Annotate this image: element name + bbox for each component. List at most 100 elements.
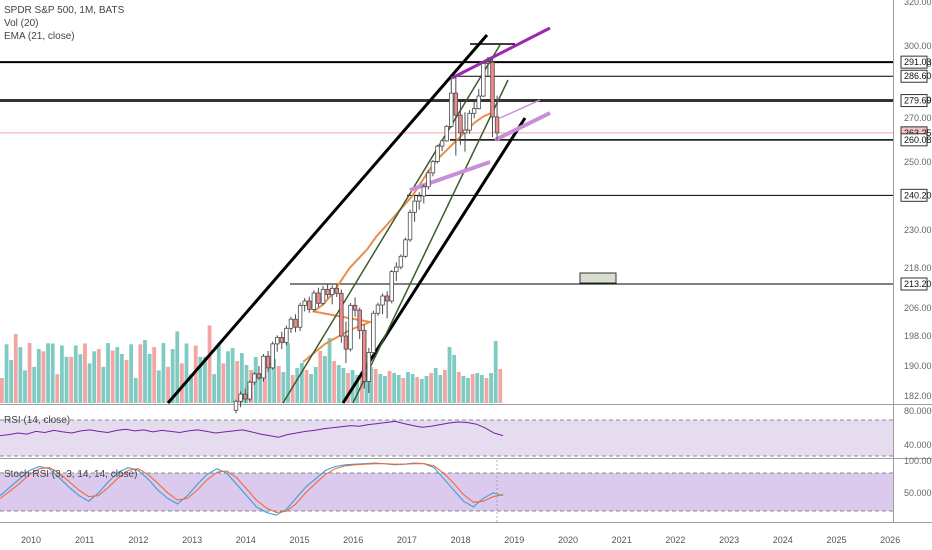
time-tick-label: 2026 [880,535,900,545]
candle-body [252,373,257,383]
indicator-volume-label: Vol (20) [4,18,39,29]
price-label: 213.20 [904,279,932,289]
volume-bar [143,339,147,403]
volume-bar [290,375,295,403]
candle-body [275,337,280,345]
volume-bar [498,369,503,403]
purple-trend-upper [451,26,551,80]
candle-body [398,255,404,268]
price-label-box [900,69,928,83]
volume-bar [443,370,447,403]
volume-bar [295,368,300,403]
volume-bar [415,377,420,403]
price-axis: 320.00300.00290.00280.00270.00250.00230.… [900,0,932,401]
time-tick-label: 2014 [236,535,256,545]
candle-body [453,92,459,116]
volume-bar [198,356,203,403]
volume-bar [309,374,313,403]
volume-bar [156,370,161,403]
candle-body [339,292,344,337]
volume-bar [396,375,401,403]
candle-body [325,288,330,296]
volume-bar [239,353,244,403]
price-tick-label: 270.00 [904,113,932,123]
candle-body [412,200,417,213]
candle-body [357,309,362,331]
volume-bar [327,338,332,403]
volume-bar [138,344,143,403]
volume-bar [406,372,410,403]
candle-body [444,125,449,142]
volume-bar [101,366,106,403]
candle-body [302,300,307,306]
candle-body [449,92,454,127]
price-label: 286.60 [904,71,932,81]
volume-bar [484,378,489,403]
volume-bar [244,365,249,403]
volume-bar [87,363,92,403]
price-tick-label: 206.00 [904,303,932,313]
candle-body [403,239,408,257]
candle-body [352,304,358,311]
volume-bar [355,375,360,403]
candle-body [407,211,413,241]
volume-bar [133,377,138,403]
candle-body [458,114,463,134]
time-tick-label: 2012 [128,535,148,545]
highlight-box [579,272,617,284]
price-label-box [900,277,928,291]
candle-body [320,288,326,304]
channel-upper-line [166,34,489,404]
candle-body [366,352,372,382]
volume-bar [189,374,194,403]
volume-bar [470,374,475,403]
candle-body [439,140,445,147]
volume-bar [18,347,23,403]
volume-bar [92,351,97,403]
volume-bar [304,370,309,403]
volume-bar [447,347,452,403]
volume-bar [318,351,323,403]
candle-body [238,393,243,402]
volume-bar [69,356,74,403]
volume-bar [378,374,383,403]
volume-bar [392,373,397,403]
volume-bar [23,370,27,403]
price-label-box [900,188,928,202]
volume-bar [332,361,337,403]
volume-bar [152,347,157,403]
candle-body [343,335,349,350]
volume-bar [281,372,286,403]
volume-bar [313,367,318,403]
stoch-tick-label: 50.0000 [904,488,932,498]
indicator-ema-label: EMA (21, close) [4,31,75,42]
candle-body [380,295,385,306]
time-tick-label: 2022 [665,535,685,545]
volume-bar [203,356,207,403]
volume-bar [175,331,180,403]
volume-bar [161,343,166,403]
volume-bar [96,349,101,403]
candle-body [485,61,491,64]
time-tick-label: 2015 [289,535,309,545]
candle-body [334,287,339,294]
volume-bar [387,371,392,403]
candle-body [467,112,472,131]
price-label: 260.08 [904,135,932,145]
time-tick-label: 2024 [773,535,793,545]
channel-lower-line [341,117,527,404]
price-tick-label: 320.00 [904,0,932,7]
volume-bar [424,376,429,403]
volume-bar [456,372,461,403]
price-tick-label: 190.00 [904,361,932,371]
time-tick-label: 2017 [397,535,417,545]
volume-bar [55,374,60,403]
candle-body [471,108,477,114]
candle-body [293,318,298,328]
volume-bar [221,363,226,403]
stoch-tick-label: 100.0000 [904,456,932,466]
volume-bar [286,343,290,403]
volume-bar [226,351,230,403]
volume-bar [452,355,457,403]
